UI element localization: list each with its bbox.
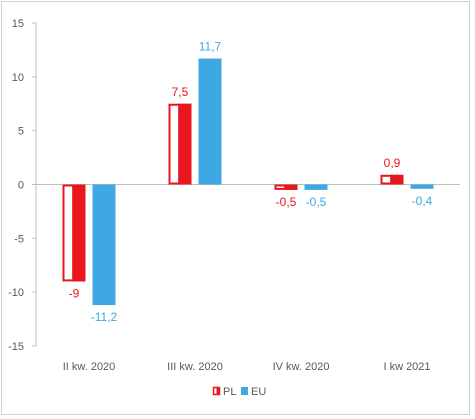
bar-eu: [304, 184, 328, 190]
data-label-pl: 0,9: [384, 156, 401, 170]
x-tick-label: III kw. 2020: [167, 361, 223, 373]
bar-pl: [380, 174, 404, 185]
data-labels-group: -9 -11,2 7,5 11,7 -0,5 -0,5 0,9 -0,4: [69, 40, 433, 325]
x-tick-label: IV kw. 2020: [273, 361, 330, 373]
bar-pl: [168, 103, 192, 185]
y-tick-label: 5: [18, 126, 24, 138]
data-label-pl: -0,5: [276, 195, 297, 209]
legend-label-eu: EU: [251, 386, 266, 398]
bars-group: [62, 58, 434, 306]
legend-label-pl: PL: [223, 386, 236, 398]
bar-eu: [410, 184, 434, 189]
bar-pl: [62, 184, 86, 282]
legend: PL EU: [212, 386, 266, 398]
bar-eu: [92, 184, 116, 306]
x-tick-label: I kw 2021: [383, 361, 430, 373]
data-label-pl: -9: [69, 286, 80, 300]
x-tick-label: II kw. 2020: [63, 361, 116, 373]
bar-eu: [198, 58, 222, 185]
data-label-pl: 7,5: [172, 85, 189, 99]
y-tick-label: 15: [12, 18, 24, 30]
y-tick-label: 0: [18, 180, 24, 192]
y-tick-label: -15: [8, 341, 24, 353]
data-label-eu: -0,4: [412, 194, 433, 208]
data-label-eu: -11,2: [91, 310, 118, 324]
legend-swatch-eu: [241, 387, 248, 395]
y-tick-label: 10: [12, 72, 24, 84]
data-label-eu: 11,7: [199, 40, 222, 54]
legend-swatch-pl: [212, 386, 221, 396]
bar-pl: [274, 184, 298, 190]
y-tick-label: -10: [8, 287, 24, 299]
data-label-eu: -0,5: [306, 195, 327, 209]
y-tick-label: -5: [14, 233, 24, 245]
